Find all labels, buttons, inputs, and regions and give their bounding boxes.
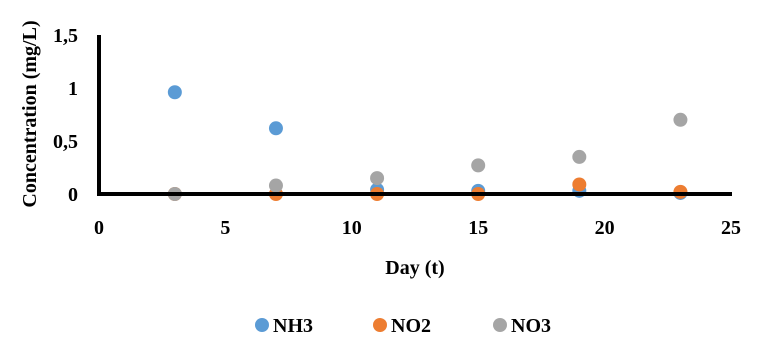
x-tick-label: 0 [94, 217, 104, 239]
x-tick-label: 20 [595, 217, 615, 239]
x-tick-label: 25 [721, 217, 741, 239]
x-tick-label: 10 [342, 217, 362, 239]
legend-marker [493, 318, 507, 332]
data-point-no2 [673, 184, 688, 199]
legend-marker [373, 318, 387, 332]
x-tick-label: 5 [220, 217, 230, 239]
legend-label: NO2 [391, 315, 431, 337]
data-point-no3 [471, 158, 486, 173]
y-tick-labels: 0 0,5 1 1,5 [53, 25, 78, 206]
data-point-no3 [572, 149, 587, 164]
y-axis-title: Concentration (mg/L) [19, 20, 41, 207]
y-tick-label: 0,5 [53, 131, 78, 153]
legend-label: NH3 [273, 315, 313, 337]
data-point-nh3 [167, 85, 182, 100]
y-tick-label: 0 [68, 184, 78, 206]
data-point-nh3 [268, 121, 283, 136]
y-tick-label: 1,5 [53, 25, 78, 47]
data-point-no3 [673, 112, 688, 127]
x-tick-label: 15 [468, 217, 488, 239]
legend-marker [255, 318, 269, 332]
legend-item-no3: NO3 [493, 315, 551, 337]
y-tick-label: 1 [68, 78, 78, 100]
x-axis-title: Day (t) [385, 257, 444, 279]
legend-item-nh3: NH3 [255, 315, 313, 337]
data-point-no3 [268, 178, 283, 193]
legend-label: NO3 [511, 315, 551, 337]
data-points [167, 85, 688, 201]
data-point-no2 [572, 177, 587, 192]
legend-item-no2: NO2 [373, 315, 431, 337]
x-tick-labels: 0 5 10 15 20 25 [94, 217, 741, 239]
legend: NH3 NO2 NO3 [255, 315, 551, 337]
data-point-no3 [370, 171, 385, 186]
